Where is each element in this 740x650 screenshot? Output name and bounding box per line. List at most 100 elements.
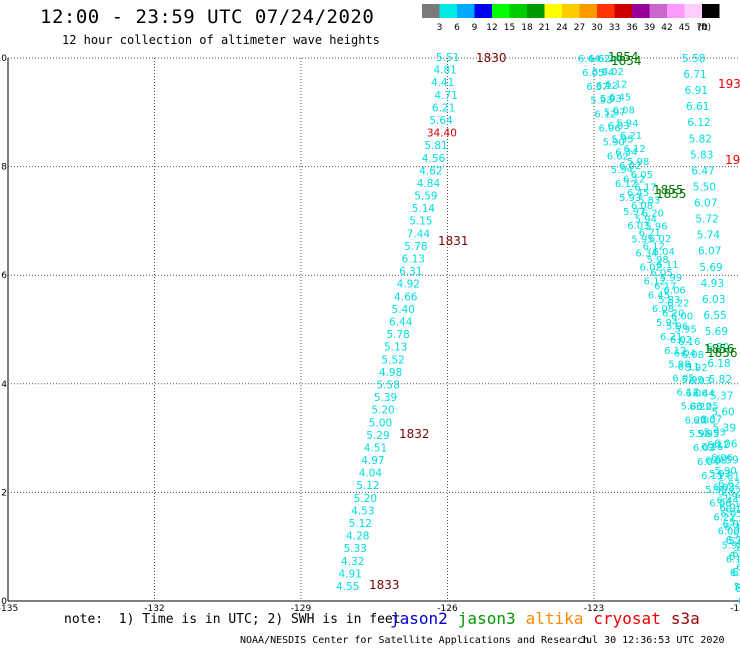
swh-reading: 6.02 <box>693 443 715 454</box>
legend-entry-s3a: s3a <box>670 609 700 628</box>
swh-reading: 5.90 <box>603 137 625 148</box>
swh-reading: 6.11 <box>701 471 723 482</box>
swh-reading: 5.20 <box>371 405 394 417</box>
swh-reading: 5.37 <box>710 390 733 402</box>
swh-reading: 6.12 <box>623 174 645 185</box>
swh-reading: 6.07 <box>694 198 717 210</box>
swh-reading: 6.00 <box>693 415 715 426</box>
colorbar-tick-label: 6 <box>454 23 460 33</box>
swh-reading: 5.92 <box>734 582 740 593</box>
swh-reading: 6.08 <box>631 201 653 212</box>
swh-reading: 6.12 <box>687 117 710 129</box>
swh-reading: 6.05 <box>721 509 740 520</box>
legend-entry-jason2: jason2 <box>390 609 448 628</box>
swh-reading: 5.83 <box>681 401 703 412</box>
swh-reading: 6.04 <box>674 348 696 359</box>
swh-reading: 5.92 <box>709 469 731 480</box>
swh-reading: 6.95 <box>719 503 740 515</box>
swh-reading: 4.92 <box>397 279 420 291</box>
swh-reading: 5.83 <box>690 149 713 161</box>
swh-reading: 6.21 <box>620 131 642 142</box>
swh-reading: 6.22 <box>689 402 711 413</box>
colorbar-tick-label: 9 <box>472 23 478 33</box>
swh-reading: 6.03 <box>607 121 629 132</box>
colorbar-tick-label: 18 <box>521 23 533 33</box>
swh-reading: 6.21 <box>660 332 682 343</box>
swh-reading: 6.23 <box>726 535 740 547</box>
swh-reading: 6.21 <box>639 228 661 239</box>
swh-reading: 6.00 <box>732 567 740 579</box>
swh-reading: 5.00 <box>369 417 392 429</box>
swh-reading: 6.34 <box>615 148 637 159</box>
swh-reading: 6.03 <box>738 596 740 607</box>
colorbar-swatch <box>509 4 527 18</box>
swh-reading: 5.51 <box>436 52 459 64</box>
swh-reading: 5.94 <box>656 318 678 329</box>
swh-reading: 5.52 <box>381 354 404 366</box>
swh-reading: 4.91 <box>339 568 362 580</box>
swh-reading: 5.99 <box>705 485 727 496</box>
swh-reading: 5.97 <box>623 207 645 218</box>
swh-reading: 6.21 <box>432 102 455 114</box>
x-tick-label: -135 <box>0 604 18 612</box>
swh-reading: 5.40 <box>392 304 415 316</box>
y-tick-label: 10 <box>0 54 7 64</box>
swh-reading: 7.44 <box>407 228 431 240</box>
colorbar-swatch <box>457 4 475 18</box>
swh-reading: 5.93 <box>619 193 641 204</box>
swh-reading: 6.20 <box>729 551 740 563</box>
swh-reading: 6.45 <box>627 188 649 199</box>
swh-reading: 6.12 <box>594 110 616 121</box>
swh-reading: 6.37 <box>700 414 722 425</box>
colorbar-swatch <box>579 4 597 18</box>
swh-reading: 6.22 <box>667 299 689 310</box>
x-tick-label: -126 <box>437 604 458 612</box>
swh-reading: 4.62 <box>419 165 442 177</box>
swh-reading: 6.22 <box>713 513 735 524</box>
legend-entry-jason3: jason3 <box>457 609 516 628</box>
time-label-repeat: 1856 <box>707 346 738 360</box>
swh-reading: 5.50 <box>693 181 716 193</box>
swh-reading: 6.12 <box>732 549 740 560</box>
swh-reading: 6.02 <box>670 335 692 346</box>
swh-reading: 5.15 <box>409 216 432 228</box>
colorbar-swatch <box>527 4 545 18</box>
swh-reading: 5.74 <box>697 230 721 242</box>
swh-reading: 5.93 <box>728 536 740 547</box>
colorbar-tick-label: 30 <box>591 23 603 33</box>
swh-reading: 6.06 <box>664 286 686 297</box>
swh-reading: 6.03 <box>689 376 711 387</box>
colorbar-swatch <box>684 4 702 18</box>
swh-reading: 6.12 <box>623 144 645 155</box>
swh-reading: 6.13 <box>402 254 425 266</box>
swh-reading: 6.08 <box>722 519 740 531</box>
swh-reading: 5.33 <box>344 543 367 555</box>
swh-reading: 5.59 <box>414 191 437 203</box>
swh-reading: 5.78 <box>404 241 427 253</box>
swh-reading: 5.59 <box>715 455 738 467</box>
colorbar-swatch <box>632 4 650 18</box>
swh-reading: 5.93 <box>704 427 726 438</box>
swh-reading: 5.97 <box>733 530 740 541</box>
swh-reading: 4.98 <box>379 367 402 379</box>
colorbar-tick-label: 33 <box>609 23 620 33</box>
swh-reading: 6.45 <box>609 93 631 104</box>
swh-reading: 5.58 <box>376 379 399 391</box>
swh-reading: 5.94 <box>611 165 633 176</box>
swh-reading: 5.90 <box>715 466 737 477</box>
swh-reading: 6.08 <box>682 350 704 361</box>
colorbar-tick-label: 39 <box>644 23 656 33</box>
time-label: 1833 <box>369 578 400 592</box>
colorbar-tick-label: 21 <box>539 23 550 33</box>
swh-reading: 6.17 <box>634 183 656 194</box>
swh-reading: 6.06 <box>685 389 707 400</box>
colorbar-unit: (ft) <box>698 23 712 33</box>
swh-reading: 6.12 <box>605 80 627 91</box>
swh-reading: 6.71 <box>683 69 706 81</box>
swh-reading: 6.05 <box>696 402 718 413</box>
swh-reading: 6.50 <box>706 342 729 354</box>
y-tick-label: 4 <box>1 380 7 390</box>
swh-reading: 5.95 <box>611 134 633 145</box>
swh-reading: 6.16 <box>701 442 723 453</box>
swh-reading: 6.04 <box>697 457 719 468</box>
